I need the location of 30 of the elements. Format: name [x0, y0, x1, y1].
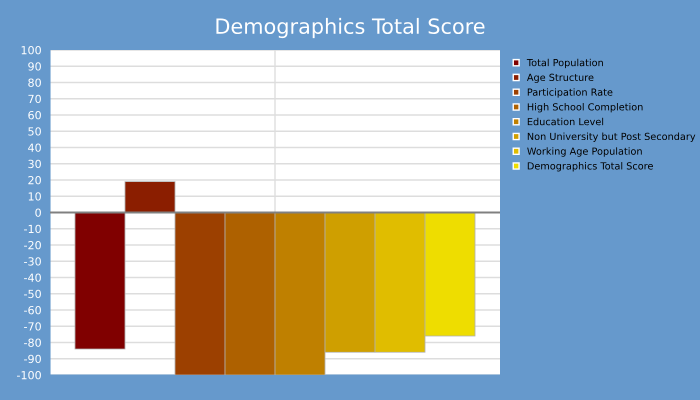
y-tick-label: -30	[24, 257, 41, 266]
y-tick-label: -10	[24, 224, 41, 234]
legend-label: Education Level	[528, 118, 604, 126]
y-tick-label: -40	[24, 273, 41, 282]
y-tick-label: -70	[24, 322, 41, 331]
legend-label: High School Completion	[528, 103, 643, 112]
y-tick-label: 30	[28, 160, 41, 168]
y-tick-label: -100	[16, 370, 41, 380]
y-tick-label: -60	[24, 306, 41, 314]
y-tick-label: 10	[28, 192, 41, 201]
legend-label: Working Age Population	[527, 147, 642, 157]
y-tick-label: -50	[24, 290, 41, 298]
legend-label: Demographics Total Score	[528, 162, 653, 172]
y-tick-label: 80	[28, 78, 41, 87]
chart-title: Demographics Total Score	[216, 18, 484, 38]
legend-label: Participation Rate	[528, 88, 612, 98]
y-tick-label: 50	[28, 127, 41, 136]
y-tick-label: 20	[28, 176, 41, 184]
y-tick-label: -80	[24, 338, 41, 347]
y-tick-label: -90	[24, 354, 41, 364]
legend-label: Age Structure	[526, 74, 594, 83]
y-tick-label: 40	[28, 143, 41, 152]
y-tick-label: 90	[28, 62, 41, 71]
y-tick-label: 60	[28, 110, 41, 120]
y-tick-label: 0	[35, 208, 41, 217]
y-tick-label: -20	[24, 240, 41, 250]
y-tick-label: 100	[22, 46, 41, 54]
legend-label: Total Population	[526, 58, 603, 68]
y-tick-label: 70	[28, 94, 41, 104]
legend-label: Non University but Post Secondary	[528, 132, 696, 142]
